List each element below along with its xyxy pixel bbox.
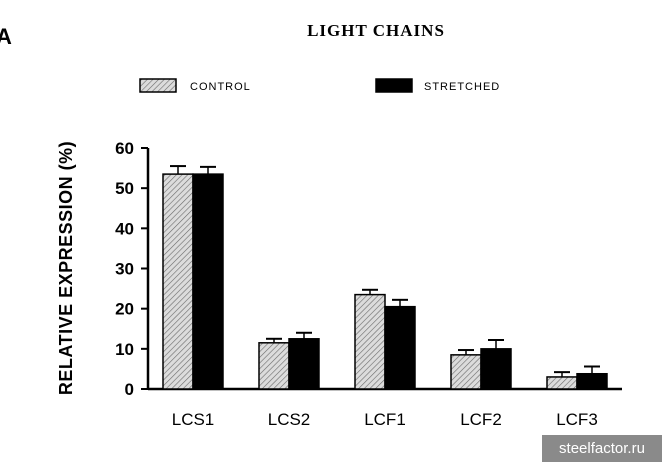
watermark: steelfactor.ru bbox=[542, 435, 662, 462]
legend-label-stretched: STRETCHED bbox=[424, 81, 500, 93]
bar-stretched-lcs1 bbox=[192, 173, 224, 390]
y-tick-label: 50 bbox=[115, 179, 134, 198]
legend-label-control: CONTROL bbox=[190, 81, 251, 93]
y-ticks: 0 10 20 30 40 50 60 bbox=[115, 139, 148, 399]
legend-swatch-control bbox=[139, 78, 177, 93]
y-tick-label: 60 bbox=[115, 139, 134, 158]
y-tick-label: 20 bbox=[115, 300, 134, 319]
category-label: LCS2 bbox=[268, 410, 311, 429]
panel-label: A bbox=[0, 24, 12, 49]
category-label: LCF3 bbox=[556, 410, 598, 429]
category-label: LCF2 bbox=[460, 410, 502, 429]
bar-control-lcf1 bbox=[354, 293, 386, 390]
y-tick-label: 40 bbox=[115, 219, 134, 238]
bar-control-lcs2 bbox=[258, 342, 290, 390]
chart-title: LIGHT CHAINS bbox=[307, 21, 445, 40]
category-label: LCS1 bbox=[172, 410, 215, 429]
bar-stretched-lcf2 bbox=[480, 348, 512, 390]
category-label: LCF1 bbox=[364, 410, 406, 429]
error-bars bbox=[170, 165, 600, 377]
bar-control-lcf3 bbox=[546, 376, 578, 390]
bar-stretched-lcf1 bbox=[384, 305, 416, 390]
legend: CONTROL STRETCHED bbox=[139, 78, 500, 93]
bar-control-lcs1 bbox=[162, 173, 194, 390]
bar-stretched-lcf3 bbox=[576, 372, 608, 390]
bar-control-lcf2 bbox=[450, 354, 482, 390]
y-tick-label: 10 bbox=[115, 340, 134, 359]
y-tick-label: 30 bbox=[115, 260, 134, 279]
bar-stretched-lcs2 bbox=[288, 338, 320, 390]
y-axis-label: RELATIVE EXPRESSION (%) bbox=[56, 141, 76, 395]
y-tick-label: 0 bbox=[125, 380, 134, 399]
bars bbox=[162, 173, 608, 390]
category-labels: LCS1 LCS2 LCF1 LCF2 LCF3 bbox=[172, 410, 598, 429]
legend-swatch-stretched bbox=[375, 78, 413, 93]
